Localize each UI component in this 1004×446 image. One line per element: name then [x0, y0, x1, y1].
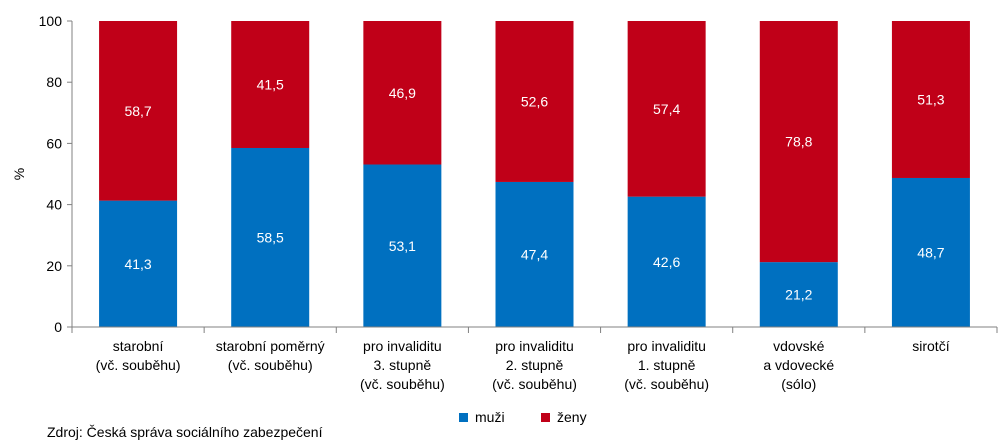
- x-tick-label: vdovské a vdovecké (sólo): [763, 338, 834, 392]
- data-label: 57,4: [653, 101, 680, 117]
- x-tick-label-line: 1. stupně: [638, 357, 696, 373]
- x-tick-label: pro invaliditu 2. stupně (vč. souběhu): [492, 338, 577, 392]
- bar-muzi-1: [231, 147, 310, 327]
- bar-muzi-6: [891, 177, 970, 327]
- x-tick-label-line: vdovské: [773, 338, 825, 354]
- data-label: 52,6: [521, 93, 548, 109]
- bar-muzi-0: [99, 200, 178, 327]
- x-tick-label: sirotčí: [912, 338, 949, 354]
- data-label: 58,7: [124, 103, 151, 119]
- bar-zeny-3: [495, 21, 574, 182]
- y-tick-label: 100: [39, 13, 63, 29]
- x-tick-label-line: (vč. souběhu): [96, 357, 181, 373]
- data-labels-group: 41,3 58,7 58,5 41,5 53,1 46,9 47,4 52,6 42,6 57,4…: [124, 76, 944, 302]
- data-label: 46,9: [389, 85, 416, 101]
- bar-zeny-4: [627, 21, 706, 197]
- x-tick-label-line: pro invaliditu: [627, 338, 706, 354]
- x-tick-label-line: (vč. souběhu): [360, 376, 445, 392]
- legend-zeny-swatch: [541, 413, 550, 422]
- bar-muzi-3: [495, 181, 574, 327]
- data-label: 48,7: [917, 244, 944, 260]
- legend-muzi-label: muži: [475, 409, 505, 425]
- bar-zeny-2: [363, 21, 442, 165]
- data-label: 41,5: [257, 76, 284, 92]
- x-tick-label-line: starobní: [113, 338, 164, 354]
- x-tick-label-line: (vč. souběhu): [492, 376, 577, 392]
- y-tick-label: 80: [46, 74, 62, 90]
- bar-muzi-2: [363, 164, 442, 327]
- x-tick-label: starobní (vč. souběhu): [96, 338, 181, 373]
- data-label: 53,1: [389, 238, 416, 254]
- data-label: 21,2: [785, 287, 812, 303]
- bar-zeny-5: [759, 21, 838, 263]
- legend-zeny-label: ženy: [557, 409, 587, 425]
- x-tick-label-line: (vč. souběhu): [228, 357, 313, 373]
- bar-zeny-1: [231, 21, 310, 148]
- x-tick-label: starobní poměrný (vč. souběhu): [216, 338, 325, 373]
- x-tick-label-line: pro invaliditu: [495, 338, 574, 354]
- x-tick-label-line: (vč. souběhu): [624, 376, 709, 392]
- data-label: 42,6: [653, 254, 680, 270]
- source-note: Zdroj: Česká správa sociálního zabezpeče…: [47, 424, 323, 440]
- x-tick-label-line: (sólo): [781, 376, 816, 392]
- x-tick-label-line: pro invaliditu: [363, 338, 442, 354]
- x-tick-label-line: sirotčí: [912, 338, 949, 354]
- y-axis-label: %: [11, 168, 27, 180]
- x-tick-label-line: 3. stupně: [374, 357, 432, 373]
- bar-muzi-5: [759, 262, 838, 327]
- y-tick-label: 0: [54, 319, 62, 335]
- data-label: 78,8: [785, 134, 812, 150]
- x-tick-label-line: starobní poměrný: [216, 338, 325, 354]
- bar-zeny-6: [891, 21, 970, 178]
- y-tick-label: 60: [46, 135, 62, 151]
- data-label: 41,3: [124, 256, 151, 272]
- x-tick-label-line: 2. stupně: [506, 357, 564, 373]
- data-label: 51,3: [917, 91, 944, 107]
- bars-group: [99, 21, 970, 327]
- y-tick-label: 40: [46, 197, 62, 213]
- data-label: 47,4: [521, 246, 548, 262]
- x-tick-label: pro invaliditu 3. stupně (vč. souběhu): [360, 338, 445, 392]
- data-label: 58,5: [257, 229, 284, 245]
- y-tick-label: 20: [46, 258, 62, 274]
- bar-zeny-0: [99, 21, 178, 201]
- bar-muzi-4: [627, 196, 706, 327]
- x-tick-label-line: a vdovecké: [763, 357, 834, 373]
- legend-muzi-swatch: [459, 413, 468, 422]
- x-tick-label: pro invaliditu 1. stupně (vč. souběhu): [624, 338, 709, 392]
- legend: muži ženy: [459, 409, 587, 425]
